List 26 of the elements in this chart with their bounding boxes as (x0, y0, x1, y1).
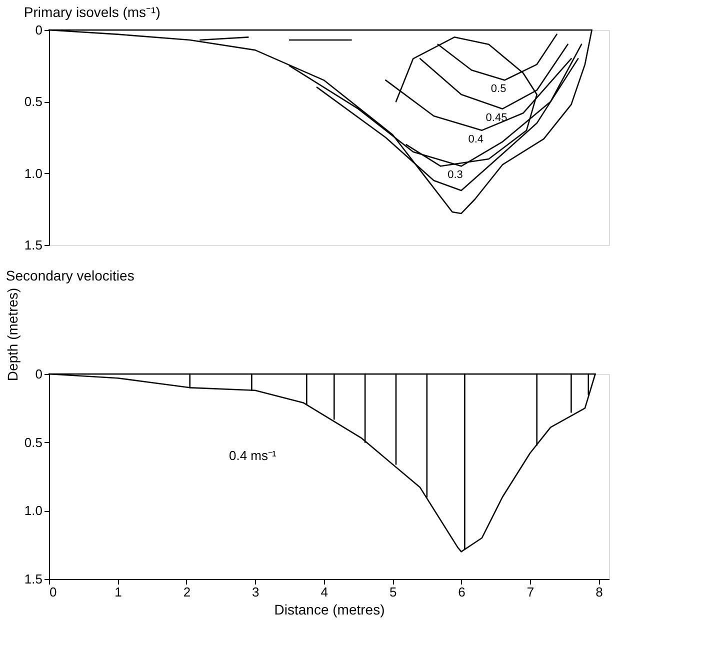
x-tick-label: 2 (183, 584, 191, 600)
chart-title: Secondary velocities (6, 267, 134, 284)
y-tick-label: 0 (35, 366, 42, 382)
x-tick-label: 0 (50, 584, 57, 600)
y-tick-label: 0.5 (24, 94, 42, 110)
x-tick-label: 4 (320, 584, 328, 600)
annotation: 0.5 (490, 83, 506, 96)
x-axis-title: Distance (metres) (274, 602, 385, 618)
x-tick-label: 7 (526, 584, 534, 600)
x-tick-label: 3 (252, 584, 260, 600)
y-tick-label: 1.0 (24, 503, 42, 518)
y-tick-label: 0 (35, 22, 42, 38)
y-tick-label: 0.5 (24, 434, 42, 450)
annotation: 0.4 ms⁻¹ (229, 448, 278, 463)
x-tick-label: 1 (114, 584, 122, 600)
y-axis-title: Depth (metres) (4, 288, 20, 382)
x-tick-label: 5 (389, 584, 397, 600)
y-tick-label: 1.5 (24, 238, 42, 252)
annotation: 0.3 (448, 169, 463, 182)
y-tick-label: 1.5 (24, 572, 42, 586)
annotation: 0.45 (486, 112, 508, 124)
y-tick-label: 1.0 (24, 166, 42, 181)
x-tick-label: 6 (458, 584, 466, 600)
x-tick-label: 8 (596, 584, 603, 600)
annotation: 0.4 (468, 133, 484, 146)
chart-title: Primary isovels (ms⁻¹) (24, 4, 160, 20)
